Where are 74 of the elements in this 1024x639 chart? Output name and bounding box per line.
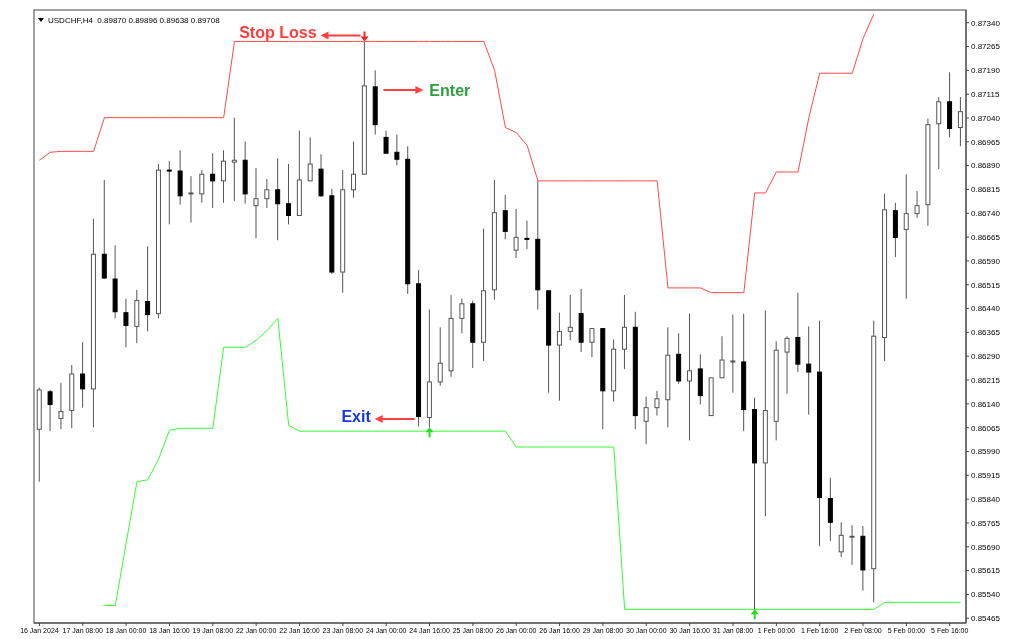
- candlestick: [730, 314, 736, 394]
- candlestick: [80, 341, 86, 409]
- y-tick-label: 0.85840: [971, 494, 1001, 504]
- candlestick: [145, 245, 151, 332]
- text: USDCHF,H4 0.89870 0.89896 0.89638 0.89708: [48, 16, 221, 25]
- y-tick-label: 0.86665: [971, 232, 1001, 242]
- candlestick: [437, 326, 443, 387]
- candlestick: [936, 96, 942, 170]
- y-tick-label: 0.87340: [971, 18, 1001, 28]
- candlestick: [556, 312, 562, 402]
- candlestick: [686, 313, 692, 441]
- candlestick: [58, 382, 64, 430]
- y-tick-label: 0.85615: [971, 566, 1001, 576]
- candlestick: [719, 335, 725, 379]
- candlestick: [166, 160, 172, 225]
- y-tick-label: 0.86140: [971, 399, 1001, 409]
- candlestick: [188, 175, 194, 223]
- y-tick-label: 0.86815: [971, 185, 1001, 195]
- y-tick-label: 0.85690: [971, 542, 1001, 552]
- candlestick: [513, 208, 519, 259]
- y-tick-label: 0.86215: [971, 375, 1001, 385]
- candlestick: [502, 194, 508, 240]
- y-tick-label: 0.85765: [971, 518, 1001, 528]
- candlestick: [220, 149, 226, 204]
- candlestick: [838, 521, 844, 558]
- annotation: Stop Loss: [239, 24, 317, 42]
- candlestick: [210, 152, 216, 209]
- candlestick: [849, 524, 855, 566]
- candlestick: [286, 163, 292, 225]
- candlestick: [903, 173, 909, 300]
- y-tick-label: 0.85540: [971, 590, 1001, 600]
- y-tick-label: 0.86890: [971, 161, 1001, 171]
- annotation: Enter: [429, 82, 471, 99]
- y-tick-label: 0.87265: [971, 42, 1001, 52]
- y-tick-label: 0.86590: [971, 256, 1001, 266]
- candlestick: [123, 298, 129, 348]
- y-tick-label: 0.86440: [971, 304, 1001, 314]
- candlestick: [459, 298, 465, 334]
- line-series: [38, 13, 875, 294]
- candlestick: [199, 169, 205, 204]
- y-tick-label: 0.86515: [971, 280, 1001, 290]
- y-tick-label: 0.86965: [971, 137, 1001, 147]
- candlestick: [253, 167, 259, 239]
- candlestick: [264, 178, 270, 209]
- y-tick-label: 0.87040: [971, 113, 1001, 123]
- candlestick: [275, 157, 281, 241]
- candlestick: [827, 477, 833, 542]
- y-tick-label: 0.86365: [971, 328, 1001, 338]
- y-tick-label: 0.86290: [971, 352, 1001, 362]
- y-tick-label: 0.87115: [971, 90, 1000, 100]
- y-tick-label: 0.86740: [971, 209, 1001, 219]
- candlestick: [567, 294, 573, 341]
- candlestick: [806, 325, 812, 416]
- candlestick: [524, 220, 530, 250]
- candlestick: [643, 396, 649, 445]
- candlestick: [654, 390, 660, 417]
- candlestick: [957, 96, 963, 147]
- y-tick-label: 0.87190: [971, 66, 1001, 76]
- y-tick-label: 0.86065: [971, 423, 1001, 433]
- y-tick-label: 0.85465: [971, 614, 1001, 624]
- candlestick: [383, 130, 389, 154]
- candlestick: [914, 190, 920, 219]
- annotation: Exit: [341, 408, 372, 425]
- candlestick: [784, 335, 790, 395]
- candlestick: [394, 134, 400, 166]
- y-tick-label: 0.85990: [971, 447, 1001, 457]
- candlestick: [47, 389, 53, 432]
- candlestick: [351, 140, 357, 199]
- candlestick: [589, 328, 595, 358]
- candlestick: [307, 136, 313, 182]
- candlestick: [101, 179, 107, 280]
- candlestick: [231, 117, 237, 202]
- y-tick-label: 0.85915: [971, 471, 1001, 481]
- candlestick: [621, 294, 627, 370]
